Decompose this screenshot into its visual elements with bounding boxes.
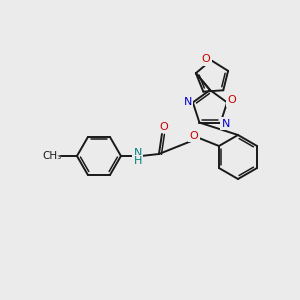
Text: H: H — [134, 156, 142, 166]
Text: O: O — [160, 122, 168, 132]
Text: O: O — [202, 54, 211, 64]
Text: O: O — [228, 95, 236, 105]
Text: N: N — [134, 148, 142, 158]
Text: O: O — [190, 131, 198, 141]
Text: N: N — [184, 98, 192, 107]
Text: N: N — [221, 118, 230, 129]
Text: CH₃: CH₃ — [42, 151, 62, 161]
